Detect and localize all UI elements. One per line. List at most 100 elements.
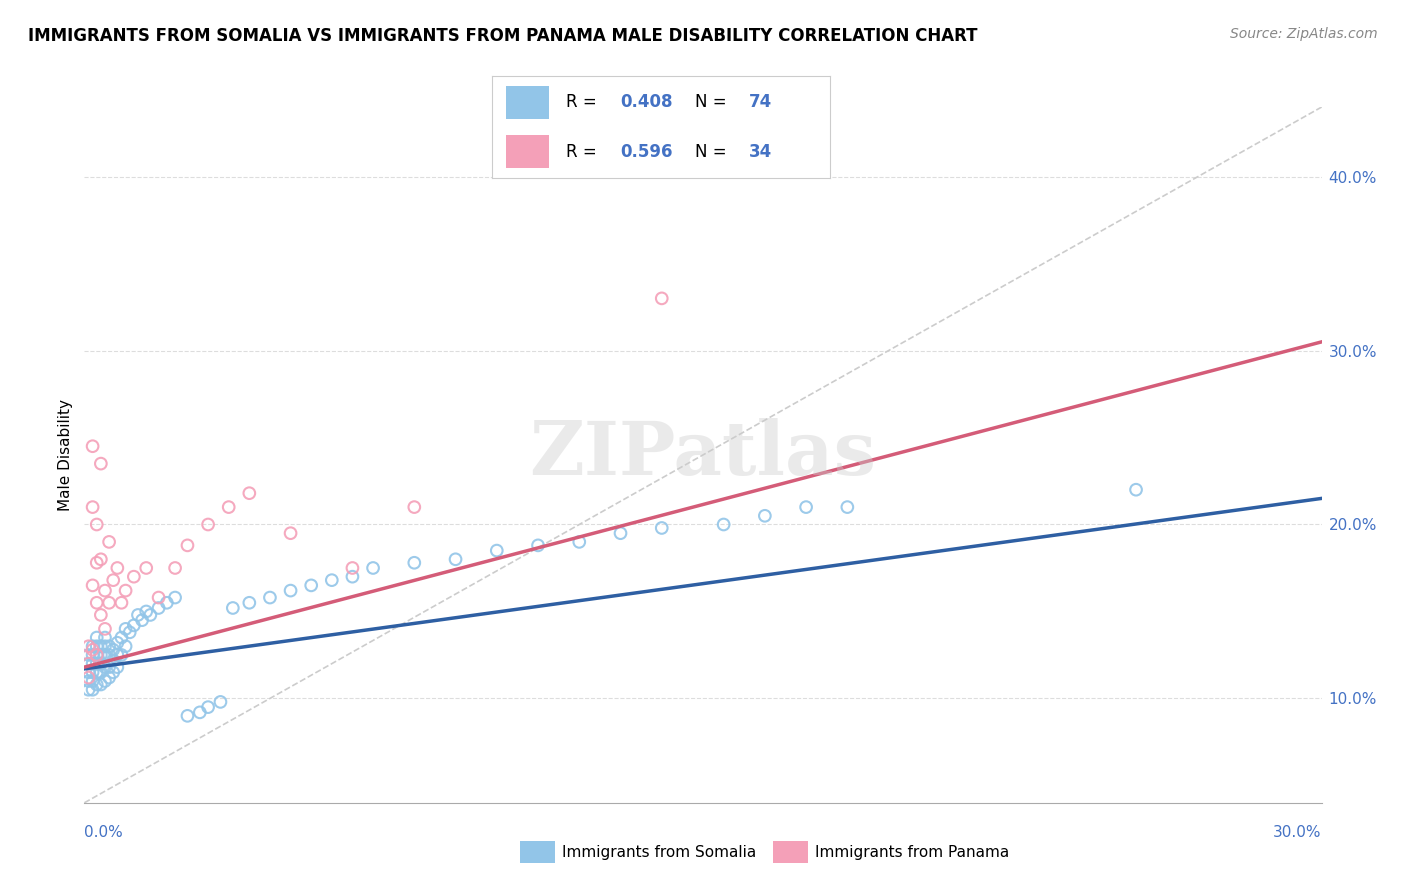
Point: [82, 648, 104, 662]
Point: [135, 605, 157, 619]
Point: [754, 508, 776, 523]
Point: [238, 596, 260, 610]
Point: [176, 708, 198, 723]
Text: 74: 74: [748, 94, 772, 112]
Point: [114, 583, 136, 598]
Point: [103, 665, 125, 680]
Point: [86, 657, 108, 671]
Point: [837, 500, 859, 514]
Text: 0.408: 0.408: [620, 94, 673, 112]
Point: [135, 561, 157, 575]
Point: [90, 677, 112, 691]
Point: [794, 500, 817, 514]
Text: 0.0%: 0.0%: [84, 825, 124, 840]
Point: [713, 517, 735, 532]
Point: [94, 622, 117, 636]
Point: [114, 639, 136, 653]
Point: [485, 543, 508, 558]
Point: [77, 665, 100, 680]
Point: [98, 534, 121, 549]
Point: [444, 552, 467, 566]
Point: [165, 561, 187, 575]
Point: [90, 457, 112, 471]
Point: [77, 657, 100, 671]
Point: [82, 500, 104, 514]
Text: 0.596: 0.596: [620, 143, 673, 161]
Point: [90, 552, 112, 566]
Point: [148, 601, 170, 615]
Point: [82, 665, 104, 680]
FancyBboxPatch shape: [506, 87, 550, 119]
Text: R =: R =: [567, 143, 602, 161]
Point: [105, 648, 128, 662]
Point: [131, 613, 153, 627]
Point: [82, 682, 104, 697]
Text: 30.0%: 30.0%: [1274, 825, 1322, 840]
Point: [342, 561, 364, 575]
Point: [98, 660, 121, 674]
Point: [527, 538, 550, 552]
Point: [188, 706, 211, 720]
Point: [82, 657, 104, 671]
Text: ZIPatlas: ZIPatlas: [530, 418, 876, 491]
Point: [342, 570, 364, 584]
Point: [77, 648, 100, 662]
Point: [127, 607, 149, 622]
Point: [110, 596, 132, 610]
Point: [90, 648, 112, 662]
Point: [98, 639, 121, 653]
Point: [103, 653, 125, 667]
Point: [321, 573, 343, 587]
Point: [94, 639, 117, 653]
Point: [238, 486, 260, 500]
Text: Source: ZipAtlas.com: Source: ZipAtlas.com: [1230, 27, 1378, 41]
Point: [86, 648, 108, 662]
Point: [94, 631, 117, 645]
Point: [259, 591, 281, 605]
Text: R =: R =: [567, 94, 602, 112]
Point: [103, 573, 125, 587]
Point: [77, 682, 100, 697]
Point: [90, 665, 112, 680]
Point: [110, 648, 132, 662]
Point: [105, 561, 128, 575]
Point: [197, 517, 219, 532]
Point: [122, 618, 145, 632]
Point: [176, 538, 198, 552]
Point: [105, 636, 128, 650]
Point: [94, 674, 117, 689]
Point: [110, 631, 132, 645]
Point: [280, 583, 302, 598]
Point: [156, 596, 179, 610]
Point: [86, 631, 108, 645]
Point: [197, 700, 219, 714]
Text: 34: 34: [748, 143, 772, 161]
Point: [86, 677, 108, 691]
Point: [94, 660, 117, 674]
Point: [86, 556, 108, 570]
Point: [218, 500, 240, 514]
Point: [77, 657, 100, 671]
Point: [90, 657, 112, 671]
Point: [118, 625, 141, 640]
Point: [568, 534, 591, 549]
Text: N =: N =: [695, 94, 731, 112]
Point: [165, 591, 187, 605]
Point: [77, 674, 100, 689]
Point: [86, 596, 108, 610]
Point: [651, 291, 673, 305]
Point: [90, 639, 112, 653]
Point: [404, 556, 426, 570]
Point: [651, 521, 673, 535]
Point: [86, 517, 108, 532]
Point: [94, 583, 117, 598]
Point: [82, 639, 104, 653]
Point: [1125, 483, 1147, 497]
Point: [86, 648, 108, 662]
Point: [98, 596, 121, 610]
Text: Immigrants from Somalia: Immigrants from Somalia: [562, 846, 756, 860]
Point: [82, 642, 104, 657]
Point: [82, 674, 104, 689]
Point: [82, 439, 104, 453]
Point: [280, 526, 302, 541]
